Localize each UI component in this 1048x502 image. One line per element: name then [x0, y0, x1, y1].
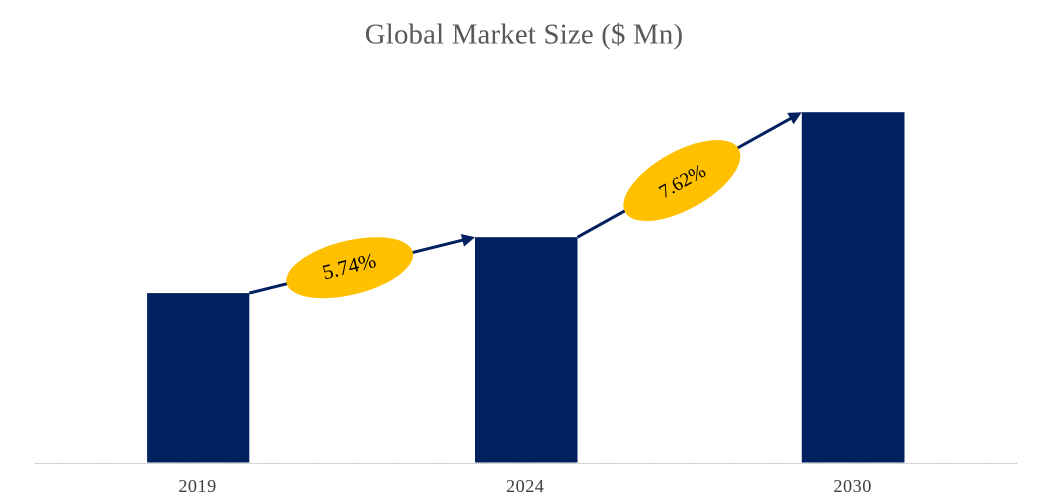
svg-text:2024: 2024: [506, 476, 544, 496]
svg-text:2019: 2019: [178, 476, 216, 496]
svg-text:2030: 2030: [833, 476, 871, 496]
svg-text:Global Market Size ($ Mn): Global Market Size ($ Mn): [365, 18, 684, 50]
